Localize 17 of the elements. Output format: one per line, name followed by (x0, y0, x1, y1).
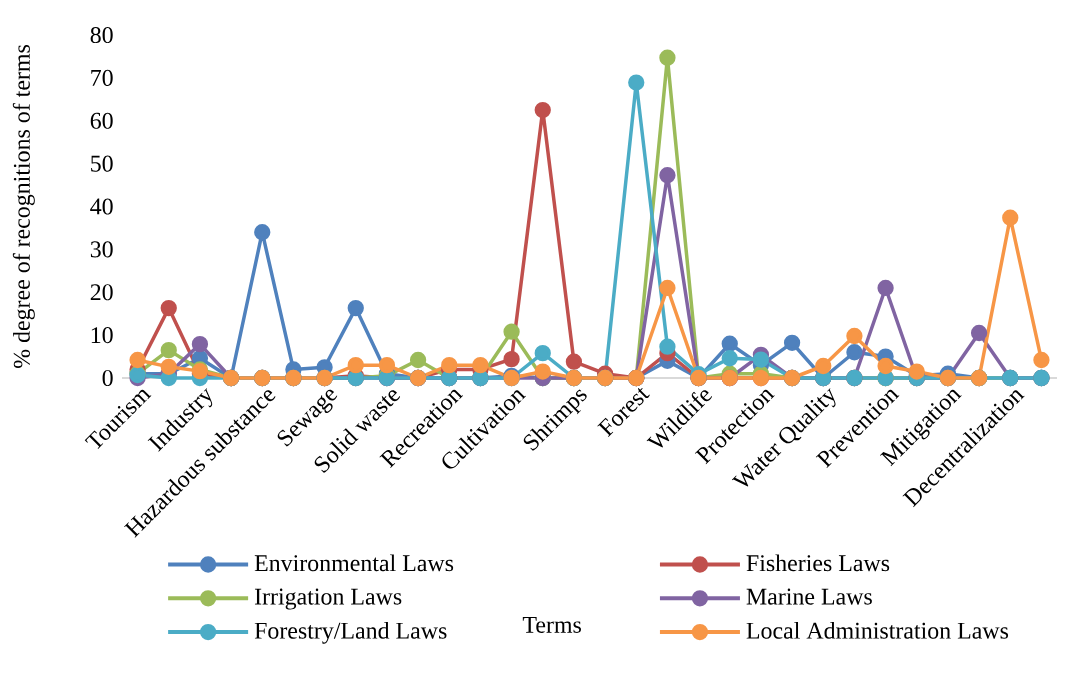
y-tick-label: 70 (91, 69, 113, 86)
y-tick-label: 50 (91, 155, 113, 172)
y-axis-title: % degree of recognitions of terms (12, 45, 35, 369)
x-axis-title: Terms (522, 617, 581, 633)
y-tick-label: 20 (90, 284, 113, 301)
y-tick-label: 10 (91, 327, 113, 344)
y-tick-label: 0 (102, 369, 113, 387)
y-tick-label: 80 (90, 26, 113, 44)
y-tick-label: 30 (90, 241, 113, 258)
legend-label: Fisheries Laws (746, 554, 890, 572)
y-tick-label: 60 (90, 112, 113, 129)
legend-label: Local Administration Laws (746, 621, 1009, 639)
y-tick-label: 40 (90, 198, 113, 215)
legend-label: Environmental Laws (254, 554, 454, 572)
legend-label: Forestry/Land Laws (254, 621, 447, 644)
legend-label: Irrigation Laws (254, 588, 402, 610)
legend-label: Marine Laws (746, 588, 872, 605)
